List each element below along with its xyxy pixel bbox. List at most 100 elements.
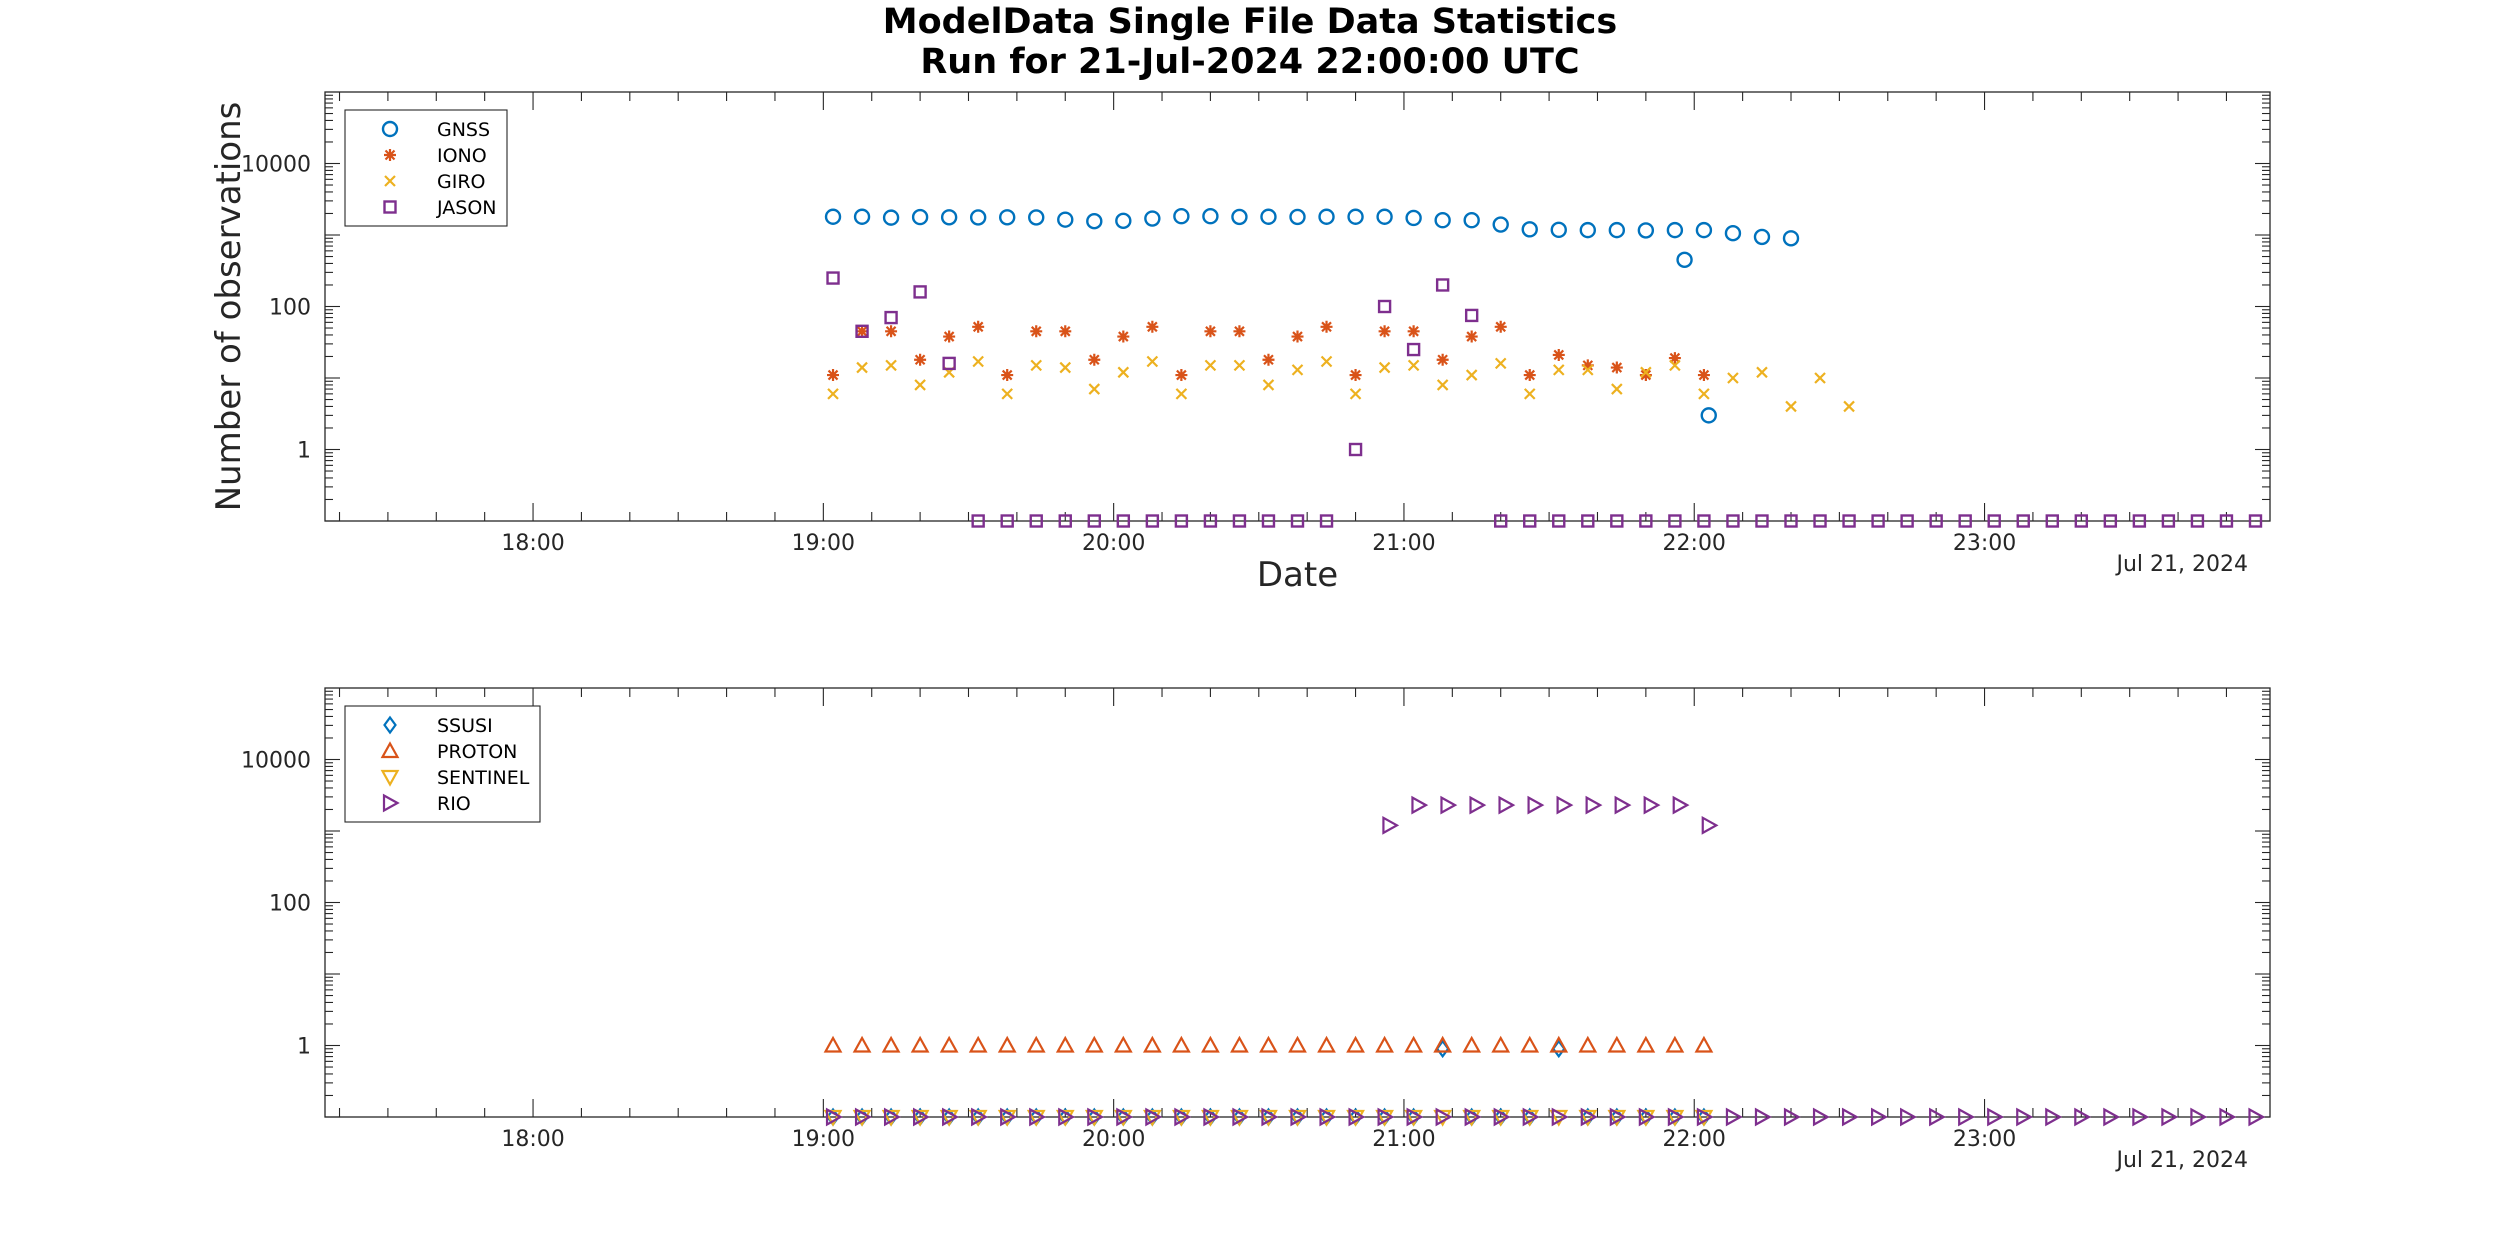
data-point-proton	[1375, 1035, 1394, 1053]
x-date-label: Jul 21, 2024	[2114, 552, 2248, 577]
data-point-rio	[1469, 795, 1487, 815]
data-point-proton	[1172, 1035, 1191, 1053]
data-point-jason	[1029, 514, 1043, 528]
data-point-proton	[910, 1035, 930, 1053]
data-point-rio	[1232, 1107, 1250, 1127]
data-point-proton	[1142, 1035, 1162, 1053]
data-point-rio	[1493, 1107, 1511, 1127]
data-point-giro	[1843, 400, 1855, 413]
data-point-jason	[2190, 514, 2205, 528]
data-point-jason	[2045, 514, 2059, 528]
data-point-gnss	[1289, 208, 1306, 226]
x-tick-label: 23:00	[1953, 531, 2016, 556]
data-point-jason	[1319, 514, 1334, 528]
series-gnss	[824, 208, 1800, 424]
data-point-iono	[1465, 330, 1478, 343]
data-point-sentinel	[910, 1109, 930, 1127]
data-point-gnss	[824, 208, 842, 225]
legend-label-giro: GIRO	[437, 171, 485, 193]
legend-box	[344, 705, 541, 823]
data-point-giro	[1669, 359, 1681, 372]
data-point-jason	[1058, 514, 1072, 528]
data-point-jason	[1145, 514, 1160, 528]
legend-marker-jason	[383, 200, 397, 214]
data-point-jason	[1523, 514, 1537, 528]
data-point-rio	[1058, 1107, 1076, 1127]
data-point-rio	[1614, 795, 1632, 815]
data-point-gnss	[882, 209, 900, 226]
data-point-rio	[854, 1107, 872, 1127]
data-point-rio	[2103, 1107, 2121, 1127]
data-point-gnss	[1202, 208, 1219, 225]
data-point-rio	[1696, 1107, 1714, 1127]
data-point-jason	[2161, 514, 2176, 528]
chart-panel-2: 1 100 10000 18:00 19:00 20:00 21:00 22:00 23:00 J…	[241, 687, 2271, 1173]
data-point-rio	[1585, 795, 1603, 815]
data-point-giro	[1378, 361, 1391, 374]
data-point-proton	[1230, 1035, 1249, 1053]
data-point-jason	[1232, 514, 1247, 528]
data-point-jason	[1348, 442, 1363, 457]
data-point-rio	[1000, 1107, 1017, 1127]
data-point-jason	[1639, 514, 1653, 528]
series-proton	[823, 1035, 1714, 1053]
data-point-giro	[856, 361, 868, 374]
y-tick-label: 10000	[241, 153, 311, 178]
data-point-iono	[972, 320, 985, 333]
data-point-rio	[1319, 1107, 1337, 1127]
data-point-sentinel	[823, 1109, 843, 1127]
data-point-rio	[1382, 815, 1400, 835]
data-point-gnss	[1376, 208, 1393, 225]
legend: SSUSI PROTON SENTINEL RIO	[344, 705, 541, 823]
data-point-rio	[1406, 1107, 1424, 1127]
data-point-iono	[914, 353, 927, 366]
data-point-proton	[1607, 1035, 1627, 1053]
data-point-jason	[1435, 278, 1450, 292]
y-tick-label: 1	[297, 439, 311, 464]
data-point-iono	[1697, 369, 1710, 382]
data-point-gnss	[1260, 208, 1277, 225]
data-point-sentinel	[1172, 1109, 1191, 1127]
data-point-rio	[2016, 1107, 2034, 1127]
data-point-proton	[1084, 1035, 1104, 1053]
data-point-proton	[823, 1035, 843, 1053]
data-point-proton	[1665, 1035, 1685, 1053]
data-point-proton	[1055, 1035, 1075, 1053]
data-point-iono	[885, 325, 898, 338]
data-point-gnss	[1434, 212, 1451, 229]
data-point-sentinel	[1694, 1109, 1714, 1127]
data-point-sentinel	[1520, 1109, 1540, 1127]
data-point-rio	[1145, 1107, 1163, 1127]
data-point-jason	[942, 356, 956, 371]
data-point-jason	[1494, 514, 1508, 528]
data-point-proton	[1433, 1035, 1453, 1053]
data-point-gnss	[1347, 208, 1364, 225]
x-tick-label: 22:00	[1663, 1127, 1726, 1152]
data-point-jason	[1987, 514, 2001, 528]
data-point-giro	[1262, 379, 1275, 391]
data-point-gnss	[999, 209, 1016, 226]
legend-label-jason: JASON	[436, 197, 497, 219]
data-point-gnss	[1086, 212, 1103, 230]
series-rio	[825, 795, 2266, 1127]
data-point-rio	[1029, 1107, 1046, 1127]
data-point-iono	[1552, 348, 1565, 361]
data-point-giro	[1785, 400, 1797, 413]
data-point-gnss	[1115, 212, 1132, 229]
data-point-jason	[1726, 514, 1740, 528]
data-point-rio	[1411, 795, 1429, 815]
data-point-jason	[1755, 514, 1769, 528]
data-point-jason	[1813, 514, 1827, 528]
data-point-iono	[1494, 320, 1507, 333]
legend: GNSS IONO GIRO JASON	[344, 109, 508, 227]
data-point-gnss	[969, 209, 987, 226]
data-point-iono	[1088, 353, 1101, 366]
data-point-giro	[1030, 359, 1043, 372]
data-point-proton	[1520, 1035, 1540, 1053]
data-point-gnss	[1637, 222, 1655, 239]
data-point-sentinel	[1375, 1109, 1394, 1127]
x-tick-label: 21:00	[1372, 531, 1435, 556]
data-point-sentinel	[939, 1109, 959, 1127]
data-point-gnss	[1521, 221, 1538, 238]
x-date-label: Jul 21, 2024	[2114, 1148, 2248, 1173]
